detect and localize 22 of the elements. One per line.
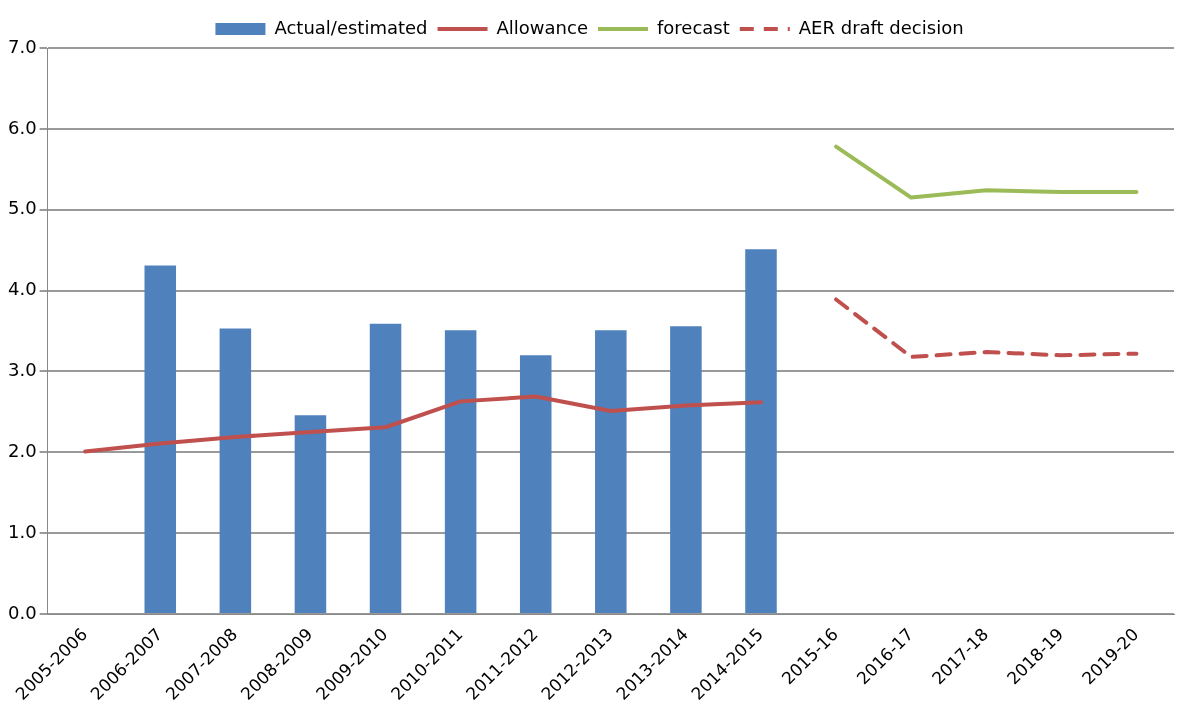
- legend-label: Allowance: [496, 16, 588, 38]
- legend-label: forecast: [656, 16, 730, 38]
- line-series: [834, 297, 1139, 359]
- y-tick-label: 3.0: [7, 359, 37, 381]
- legend-label: AER draft decision: [798, 16, 964, 38]
- legend-label: Actual/estimated: [274, 16, 428, 38]
- bar: [369, 323, 402, 614]
- y-tick-label: 5.0: [7, 197, 37, 219]
- y-tick-label: 1.0: [7, 520, 37, 542]
- bar: [219, 328, 252, 614]
- y-tick-label: 7.0: [7, 35, 37, 57]
- y-tick-label: 4.0: [7, 278, 37, 300]
- bar: [519, 355, 552, 614]
- bar: [144, 265, 177, 614]
- bar: [745, 249, 777, 614]
- y-tick-label: 0.0: [7, 601, 37, 623]
- bar: [670, 326, 702, 614]
- y-tick-label: 2.0: [7, 440, 37, 461]
- bar: [595, 330, 627, 614]
- bar: [294, 415, 327, 614]
- y-tick-label: 6.0: [7, 116, 37, 138]
- bar: [444, 330, 477, 614]
